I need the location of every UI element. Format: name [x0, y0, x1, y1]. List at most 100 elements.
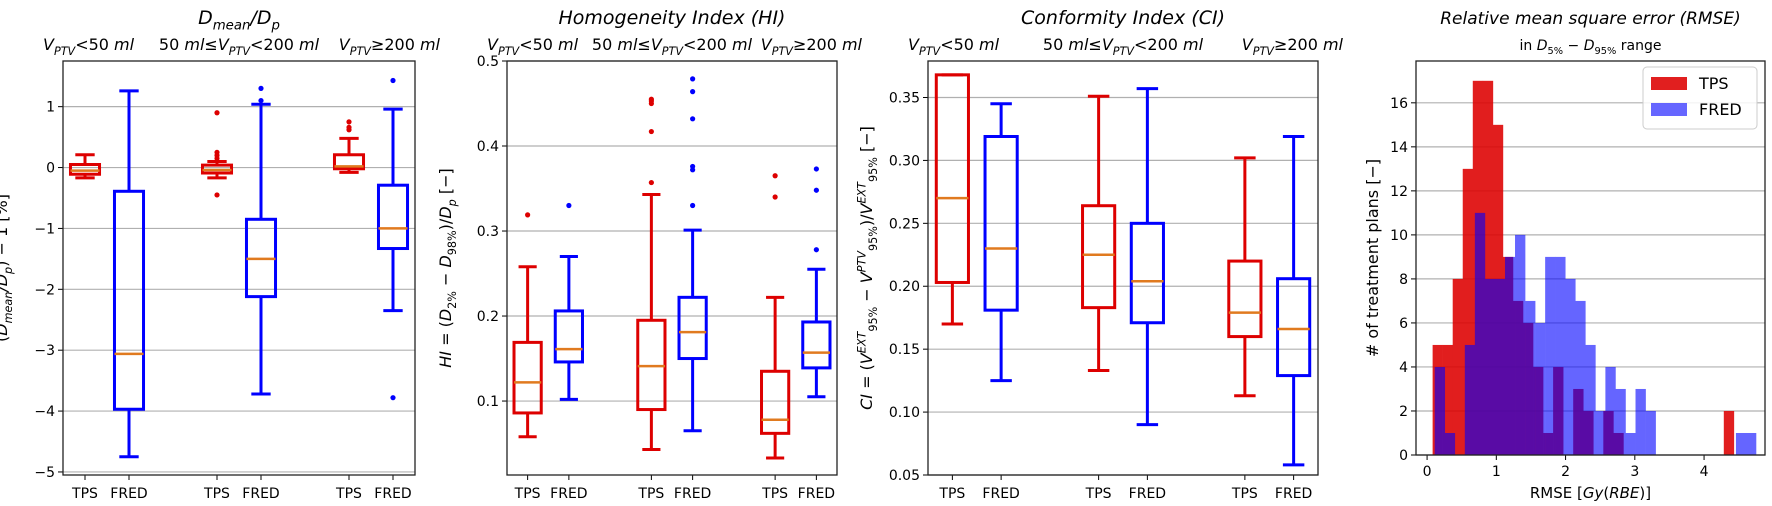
- ytick-label: 14: [1390, 140, 1408, 156]
- axes-frame: [1415, 60, 1766, 456]
- panel-title: Relative mean square error (RMSE): [1440, 9, 1741, 29]
- histogram-bar: [1464, 344, 1476, 455]
- histogram-bar: [1635, 388, 1646, 455]
- outlier-point: [648, 128, 654, 135]
- xtick-label: TPS: [637, 486, 664, 502]
- xtick-label: FRED: [674, 486, 711, 502]
- ytick-label: 0.05: [889, 468, 920, 484]
- box-tps: [1227, 156, 1263, 398]
- box-iqr: [677, 295, 708, 361]
- box-tps: [200, 110, 234, 198]
- y-axis-label: CI = (VEXT95% − VPTV95%)/VEXT95% [−]: [856, 126, 880, 410]
- legend-swatch-fred: [1651, 103, 1687, 116]
- histogram-bar: [1525, 300, 1536, 455]
- histogram-bar: [1474, 212, 1486, 455]
- outlier-point: [390, 395, 396, 401]
- ytick-label: −5: [34, 465, 55, 481]
- box-iqr: [112, 189, 146, 411]
- histogram-bar: [1585, 344, 1596, 455]
- xtick-label: TPS: [203, 486, 230, 502]
- outlier-point: [214, 110, 220, 116]
- histogram-series-fred: [1434, 212, 1757, 455]
- panel-title: Homogeneity Index (HI): [559, 7, 786, 29]
- outlier-point: [346, 119, 352, 125]
- box-iqr: [934, 73, 970, 284]
- outlier-point: [525, 212, 531, 218]
- histogram-bar: [1605, 366, 1616, 455]
- histogram-bar: [1745, 432, 1757, 455]
- histogram-bar: [1484, 278, 1496, 455]
- xtick-label: TPS: [761, 486, 788, 502]
- box-iqr: [553, 309, 584, 364]
- xtick-label: FRED: [982, 486, 1019, 502]
- box-tps: [636, 96, 667, 451]
- box-iqr: [332, 153, 366, 171]
- histogram-bar: [1442, 344, 1454, 455]
- histogram-bar: [1595, 410, 1606, 455]
- histogram-bar: [1434, 366, 1446, 455]
- axes-frame: [927, 60, 1319, 476]
- histogram-bar: [1555, 256, 1566, 455]
- box-iqr: [512, 340, 543, 415]
- group-label: VPTV<50 ml: [487, 35, 579, 58]
- histogram-bar: [1535, 322, 1546, 455]
- ytick-label: 0.10: [889, 405, 920, 421]
- ytick-label: −1: [34, 221, 55, 237]
- box-tps: [1081, 94, 1117, 373]
- legend: TPS FRED: [1642, 66, 1758, 130]
- box-iqr: [1276, 277, 1312, 378]
- legend-label: FRED: [1699, 100, 1742, 119]
- group-label: VPTV≥200 ml: [761, 35, 863, 58]
- xtick-label: FRED: [798, 486, 835, 502]
- ytick-label: 0.35: [889, 90, 920, 106]
- ytick-label: 0.30: [889, 153, 920, 169]
- outlier-point: [690, 202, 696, 209]
- outlier-point: [772, 173, 778, 179]
- box-fred: [801, 166, 832, 399]
- group-label: VPTV<50 ml: [43, 35, 135, 58]
- outlier-point: [690, 89, 696, 95]
- histogram-bar: [1504, 256, 1516, 455]
- box-fred: [376, 77, 410, 401]
- ytick-label: 0.4: [477, 139, 499, 155]
- box-iqr: [1129, 221, 1165, 325]
- ytick-label: 6: [1399, 316, 1408, 332]
- y-axis-label: (Dmean/Dp) − 1 [%]: [0, 194, 15, 342]
- outlier-point: [690, 116, 696, 122]
- y-axis-label: # of treatment plans [−]: [1363, 159, 1382, 357]
- box-tps: [512, 212, 543, 439]
- box-tps: [332, 119, 366, 174]
- histogram-bar: [1452, 278, 1464, 455]
- histogram-bar: [1625, 432, 1636, 455]
- panel-1: −5 −4 −3 −2 −1 0 1 TPS FRED TPS FRED TPS FRED VPTV<50…: [0, 7, 441, 502]
- xtick-label: 1: [1492, 464, 1501, 480]
- histogram-bar: [1615, 388, 1626, 455]
- outlier-point: [648, 96, 654, 102]
- xtick-label: TPS: [938, 486, 965, 502]
- box-tps: [68, 153, 102, 180]
- ytick-label: 4: [1399, 360, 1408, 376]
- histogram-bar: [1735, 432, 1747, 455]
- panel-title: Dmean/Dp: [198, 7, 280, 34]
- xtick-label: 2: [1561, 464, 1570, 480]
- xtick-label: TPS: [1085, 486, 1112, 502]
- outlier-point: [214, 192, 220, 198]
- group-label: 50 ml≤VPTV<200 ml: [592, 35, 753, 58]
- ytick-label: 0.2: [477, 309, 499, 325]
- outlier-point: [813, 247, 819, 253]
- ytick-label: 10: [1390, 228, 1408, 244]
- box-tps: [934, 73, 970, 326]
- box-fred: [244, 85, 278, 396]
- ytick-label: 0: [46, 161, 55, 177]
- xtick-label: FRED: [550, 486, 587, 502]
- axes-frame: [62, 60, 416, 476]
- outlier-point: [346, 127, 352, 133]
- axes-frame: [506, 60, 838, 476]
- outlier-point: [690, 163, 696, 170]
- outlier-point: [390, 77, 396, 84]
- ytick-label: 0: [1399, 448, 1408, 464]
- xtick-label: TPS: [335, 486, 362, 502]
- box-iqr: [760, 369, 791, 435]
- panel-2: 0.1 0.2 0.3 0.4 0.5 TPS FRED TPS FRED TPS FRED VPTV…: [436, 7, 863, 502]
